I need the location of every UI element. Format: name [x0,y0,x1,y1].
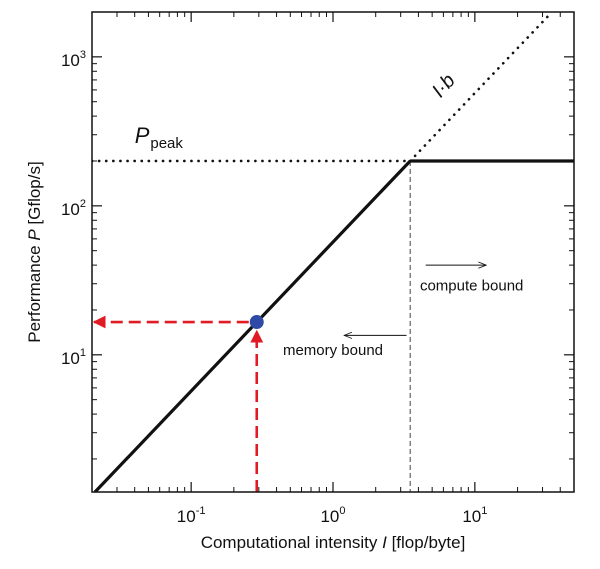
tick-base: 10 [177,507,196,526]
peak-performance-label: Ppeak [135,123,184,152]
y-tick-label: 102 [61,198,86,219]
y-tick-label: 103 [61,49,86,70]
x-tick-label: 101 [462,505,487,526]
tick-base: 10 [61,200,80,219]
tick-exponent: 2 [80,198,86,210]
x-tick-label: 100 [320,505,345,526]
x-tick-label: 10-1 [177,505,206,526]
tick-exponent: 1 [80,347,86,359]
tick-exponent: 1 [481,505,487,517]
memory-bound-label: memory bound [283,342,383,359]
annotations: Ppeak I·b compute bound memory bound [135,70,524,359]
bandwidth-extension-line [408,12,554,163]
y-axis-title: Performance P [Gflop/s] [25,161,44,342]
tick-base: 10 [462,507,481,526]
x-axis: 10-1 100 101 [116,12,561,526]
operating-point [249,315,264,330]
plot-area [92,12,574,492]
compute-bound-label: compute bound [420,278,523,295]
tick-exponent: 3 [80,49,86,61]
tick-exponent: -1 [196,505,206,517]
tick-exponent: 0 [339,505,345,517]
peak-label-sub: peak [150,135,183,152]
peak-label-main: P [135,123,150,148]
x-axis-title: Computational intensity I [flop/byte] [201,533,466,552]
y-tick-label: 101 [61,347,86,368]
tick-base: 10 [320,507,339,526]
tick-base: 10 [61,349,80,368]
bandwidth-label: I·b [428,70,460,102]
tick-base: 10 [61,51,80,70]
